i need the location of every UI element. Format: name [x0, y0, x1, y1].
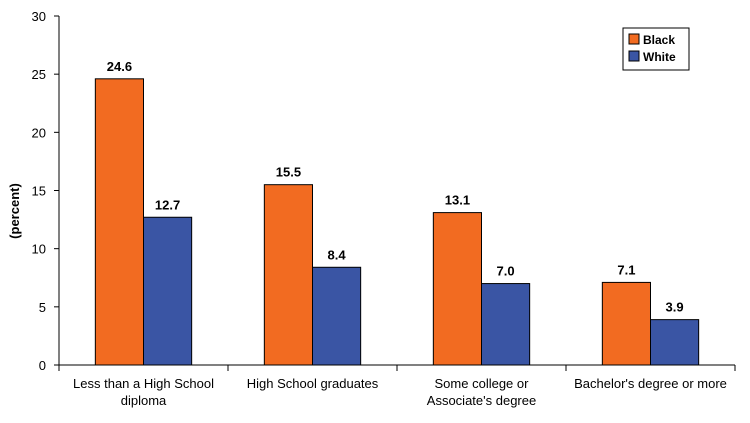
- bar-black: [263, 184, 313, 366]
- y-tick-label: 25: [32, 67, 46, 82]
- category-label: Some college or Associate's degree: [427, 376, 536, 408]
- category-label: Less than a High School diploma: [73, 376, 214, 408]
- legend-swatch-white: [628, 50, 640, 62]
- data-label: 12.7: [155, 197, 180, 212]
- category-label-line: Less than a High School: [73, 376, 214, 391]
- data-label: 24.6: [107, 59, 132, 74]
- data-label: 3.9: [666, 300, 684, 315]
- data-labels: 24.6 15.5 13.1 7.1 12.7 8.4 7.0 3.9: [107, 59, 684, 315]
- data-label: 7.1: [617, 262, 635, 277]
- y-axis-title: (percent): [7, 183, 22, 239]
- y-tick-label: 30: [32, 9, 46, 24]
- category-label-line: diploma: [121, 393, 167, 408]
- y-tick-label: 5: [39, 300, 46, 315]
- category-label-line: High School graduates: [247, 376, 379, 391]
- legend-box: [622, 27, 690, 71]
- legend-label: White: [643, 50, 676, 64]
- legend-items: Black White: [628, 33, 676, 64]
- y-tick-label: 10: [32, 242, 46, 257]
- category-label: High School graduates: [247, 376, 379, 391]
- category-label-line: Some college or: [435, 376, 530, 391]
- data-label: 15.5: [276, 165, 301, 180]
- legend-label: Black: [643, 33, 675, 47]
- category-label-line: Bachelor's degree or more: [574, 376, 727, 391]
- category-label: Bachelor's degree or more: [574, 376, 727, 391]
- bar-white: [143, 216, 193, 366]
- legend-swatch-black: [628, 33, 640, 45]
- bar-black: [94, 78, 144, 366]
- bar-white: [312, 266, 362, 366]
- y-tick-label: 0: [39, 358, 46, 373]
- y-tick-label: 20: [32, 125, 46, 140]
- data-label: 13.1: [445, 193, 470, 208]
- bar-white: [481, 283, 531, 366]
- category-label-line: Associate's degree: [427, 393, 536, 408]
- x-axis: Less than a High School diploma High Schoo…: [58, 364, 736, 408]
- data-label: 7.0: [497, 264, 515, 279]
- legend: Black White: [622, 27, 690, 71]
- bars: [94, 78, 700, 366]
- bar-black: [432, 212, 482, 366]
- y-axis: 0 5 10 15 20 25 30: [32, 9, 60, 373]
- y-tick-label: 15: [32, 184, 46, 199]
- bar-white: [650, 319, 700, 366]
- bar-black: [601, 281, 652, 366]
- data-label: 8.4: [328, 247, 347, 262]
